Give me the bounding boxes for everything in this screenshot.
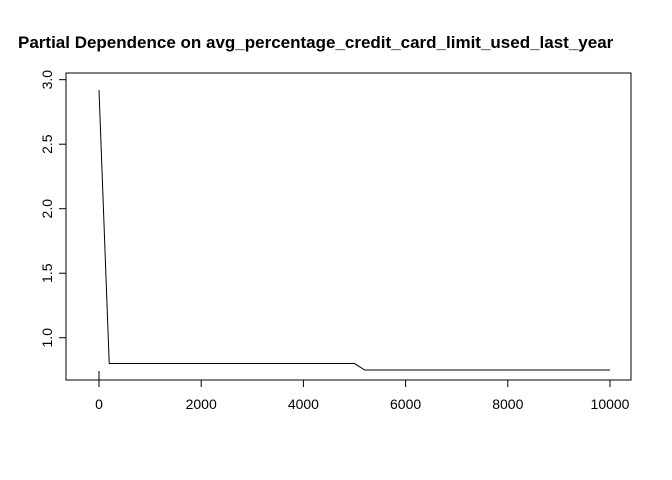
y-tick-label: 2.5 (39, 134, 55, 154)
y-axis: 1.0 1.5 2.0 2.5 3.0 (39, 70, 67, 348)
x-tick-label: 4000 (288, 396, 319, 412)
pd-series-line-0 (98, 89, 610, 371)
x-tick-label: 8000 (492, 396, 523, 412)
x-tick-label: 10000 (591, 396, 630, 412)
y-tick-label: 1.5 (39, 263, 55, 283)
y-tick-label: 1.0 (39, 328, 55, 348)
y-tick-label: 3.0 (39, 70, 55, 90)
series-layer (98, 89, 610, 371)
y-tick-label: 2.0 (39, 199, 55, 219)
x-tick-label: 0 (95, 396, 103, 412)
x-axis: 0 2000 4000 6000 8000 10000 (95, 379, 630, 412)
plot-frame (65, 72, 632, 381)
x-tick-label: 2000 (186, 396, 217, 412)
chart-title: Partial Dependence on avg_percentage_cre… (18, 33, 614, 52)
x-tick-label: 6000 (390, 396, 421, 412)
